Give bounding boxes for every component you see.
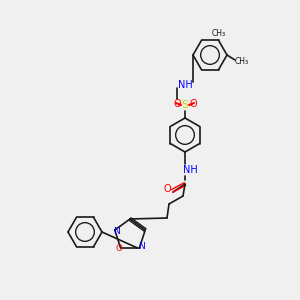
Text: CH₃: CH₃ [212, 29, 226, 38]
Text: O: O [163, 184, 171, 194]
Text: NH: NH [183, 165, 197, 175]
Text: CH₃: CH₃ [235, 58, 249, 67]
Text: S: S [182, 100, 189, 110]
Text: NH: NH [178, 80, 192, 90]
Text: N: N [138, 242, 145, 251]
Text: O: O [173, 99, 181, 109]
Text: O: O [115, 244, 122, 253]
Text: N: N [113, 226, 120, 236]
Text: O: O [189, 99, 197, 109]
